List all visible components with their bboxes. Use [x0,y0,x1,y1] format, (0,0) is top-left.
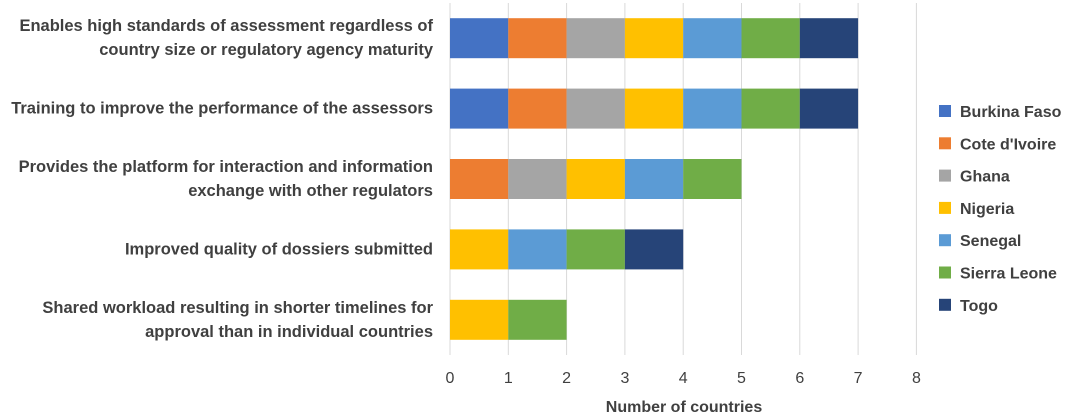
x-tick-label: 1 [504,370,513,387]
bar-segment [566,18,625,59]
bar-segment [566,159,625,199]
bar-segment [508,159,567,199]
legend-swatch [939,169,951,182]
legend-swatch [939,234,951,247]
x-tick-label: 2 [562,370,571,387]
x-tick-label: 5 [737,370,746,387]
x-tick-label: 4 [679,370,688,387]
x-tick-label: 8 [912,370,921,387]
bar-segment [741,18,800,59]
legend-swatch [939,137,951,150]
bar-segment [566,229,625,270]
legend-swatch [939,105,951,117]
bar-segment [508,18,567,59]
bar-segment [741,88,800,129]
bar-segment [683,88,742,129]
category-label: approval than in individual countries [145,323,433,341]
legend-label: Togo [960,298,998,315]
legend-label: Ghana [960,169,1010,186]
bar-segment [450,229,509,270]
bar-segment [508,229,567,270]
category-label: Training to improve the performance of t… [11,100,433,118]
bars [450,18,859,340]
legend-swatch [939,298,951,311]
bar-segment [508,299,567,340]
x-tick-labels: 0 1 2 3 4 5 6 7 8 [446,370,921,387]
legend-label: Nigeria [960,201,1014,218]
legend-swatch [939,266,951,279]
bar-segment [624,88,684,129]
category-label: exchange with other regulators [188,182,433,200]
bar-segment [450,18,509,59]
bar-segment [799,18,859,59]
category-label: Provides the platform for interaction an… [19,158,433,176]
x-tick-label: 0 [446,370,455,387]
legend-swatch [939,201,951,214]
category-label: Improved quality of dossiers submitted [125,240,433,258]
bar-segment [508,88,567,129]
x-tick-label: 7 [854,370,863,387]
bar-segment [624,18,684,59]
legend-label: Sierra Leone [960,266,1057,283]
bar-segment [624,159,684,199]
bar-segment [683,18,742,59]
bar-segment [799,88,859,129]
x-tick-label: 6 [795,370,804,387]
legend-label: Burkina Faso [960,104,1062,121]
bar-segment [450,299,509,340]
category-label: Enables high standards of assessment reg… [19,17,433,35]
x-axis-title: Number of countries [606,399,763,416]
legend: Burkina Faso Cote d'Ivoire Ghana Nigeria Sen… [939,104,1062,315]
category-label: Shared workload resulting in shorter tim… [42,299,433,317]
bar-segment [683,159,742,199]
category-label: country size or regulatory agency maturi… [99,41,434,59]
x-tick-label: 3 [620,370,629,387]
bar-segment [450,159,509,199]
category-labels: Enables high standards of assessment reg… [11,17,434,341]
legend-label: Senegal [960,233,1021,250]
bar-segment [566,88,625,129]
bar-segment [624,229,684,270]
legend-label: Cote d'Ivoire [960,136,1056,153]
bar-segment [450,88,509,129]
